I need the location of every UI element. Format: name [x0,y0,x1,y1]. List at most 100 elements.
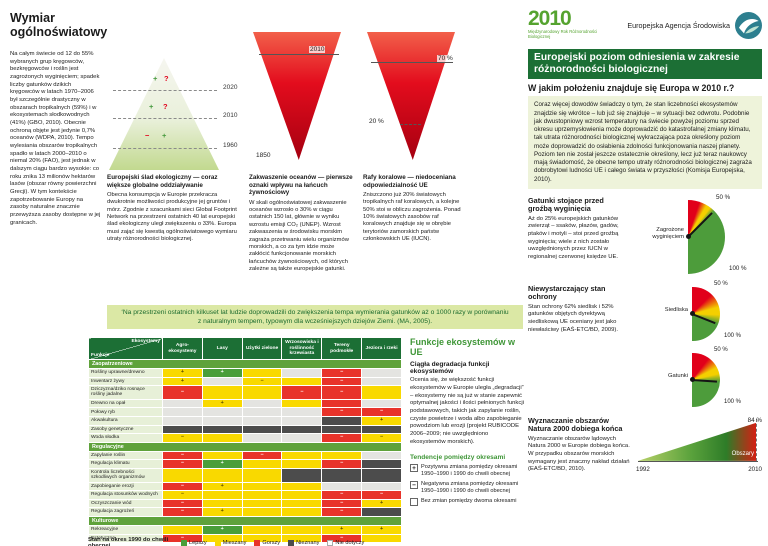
state-cell: − [361,490,402,500]
eea-logo-icon [735,12,762,39]
legend-item: Lepszy [181,540,207,546]
state-cell [241,459,283,469]
coral-reefs-block: 70 % 20 % Rafy koralowe — niedoceniana o… [363,12,465,244]
function-label: Oczyszczanie wód [88,498,163,509]
state-cell [162,424,203,435]
state-cell: − [361,433,402,443]
state-cell [281,498,323,509]
table-row: Kontrola liczebności szkodliwych organiz… [88,467,402,483]
legend-item: Nieznany [288,540,319,546]
iyb-2010-logo-caption: Międzynarodowy Rok Różnorodności Biologi… [528,28,598,39]
gauge-needle-icon [691,378,718,383]
footprint-symbol: + [149,102,154,111]
state-cell [162,467,203,483]
trend-legend-items: + Pozytywna zmiana pomiędzy okresami 1950… [410,464,524,507]
natura-series-label: Obszary [731,450,754,457]
state-cell [241,467,283,483]
state-cell: + [361,498,402,509]
state-cell [201,385,243,400]
state-cell [241,415,283,426]
trend-label: Pozytywna zmiana pomiędzy okresami 1950–… [421,464,518,478]
table-row: Oczyszczanie wód − − + [88,498,402,509]
state-cell [281,507,323,517]
state-cell: + [162,376,203,387]
state-cell: + [201,398,243,409]
coral-funnel-shape [367,32,455,160]
footprint-level-line-2010 [113,118,217,119]
trend-symbol-icon: − [410,481,418,490]
legend-chip-icon [181,540,187,546]
table-row: Inwentarz żywy + − − [88,376,402,387]
state-cell: − [162,490,203,500]
state-cell [162,415,203,426]
conservation-body: Stan ochrony 62% siedlisk i 52% gatunków… [528,303,619,333]
ocean-label-2010: 2010 [309,46,326,53]
table-header-row: Ekosystemy Funkcje Agro-ekosystemy Lasy Użyt… [88,337,402,360]
state-cell [201,424,243,435]
trend-legend-title: Tendencje pomiędzy okresami [410,454,506,462]
state-cell: − [162,498,203,509]
table-row: Zasoby genetyczne [88,424,402,435]
state-cell [361,368,402,378]
agency-name: Europejska Agencja Środowiska [627,21,730,30]
trend-symbol-icon: + [410,464,418,473]
state-cell: + [201,507,243,517]
footprint-symbol: ? [164,74,169,83]
state-cell [281,433,323,443]
table-row: Rekreacyjne + + + [88,524,402,535]
table-row: Regulacja zagrożeń − + − [88,507,402,517]
state-cell [201,498,243,509]
state-cell [281,490,323,500]
ecosystem-table: Ekosystemy Funkcje Agro-ekosystemy Lasy Użyt… [88,337,402,544]
ocean-acidification-block: 2010 1850 Zakwaszenie oceanów — pierwsze… [249,12,353,274]
state-cell [201,407,243,417]
intro-paragraph: Coraz więcej dowodów świadczy o tym, że … [528,96,762,189]
section-label: Zaopatrzeniowe [88,359,402,369]
gauge-dial [689,286,720,341]
footprint-symbol: − [145,131,150,140]
page-title: Europejski poziom odniesienia w zakresie… [528,49,762,80]
state-cell: − [321,407,363,417]
functions-panel-body: Ocenia się, że większość funkcji ekosyst… [410,377,524,445]
state-cell: − [241,376,283,387]
state-cell [321,467,363,483]
state-cell [361,398,402,409]
state-cell [201,415,243,426]
gauge-tick-50: 50 % [714,280,728,287]
table-section-row: Regulacyjne [88,441,402,452]
natura-text: Wyznaczanie obszarów Natura 2000 dobiega… [528,416,636,474]
footprint-caption: Europejski ślad ekologiczny — coraz więk… [107,174,218,189]
state-cell [361,481,402,492]
state-cell [321,398,363,409]
state-cell [241,385,283,400]
function-label: Zasoby genetyczne [88,424,163,435]
footprint-body: Obecna konsumpcja w Europie przekracza d… [107,191,237,243]
table-row: Drewno na opał + [88,398,402,409]
trend-label: Negatywna zmiana pomiędzy okresami 1950–… [421,481,519,495]
natura-wedge-chart: 84 % Obszary 1992 2010 [636,417,762,473]
state-cell [361,424,402,435]
state-cell [281,368,323,378]
function-label: Rekreacyjne [88,524,163,535]
state-cell: − [321,507,363,517]
state-cell [281,459,323,469]
state-legend-title: Stan na okres 1990 do chwili obecnej [88,537,169,546]
state-cell: + [201,481,243,492]
coral-body: Zniszczono już 20% światowych tropikalny… [363,191,461,243]
state-cell [162,524,203,535]
state-cell [241,507,283,517]
state-cell [321,424,363,435]
function-label: Zapylanie roślin [88,450,163,461]
quote-banner: ‘Na przestrzeni ostatnich kilkuset lat l… [107,305,523,330]
state-cell [321,450,363,461]
footprint-symbol: + [153,74,158,83]
state-cell: + [201,459,243,469]
section-label: Regulacyjne [88,441,402,452]
natura-x-end: 2010 [748,465,762,473]
iyb-2010-logo-text: 2010 [528,7,572,30]
coral-funnel-chart: 70 % 20 % [363,12,465,172]
function-label: Dziczyzna/dziko rosnące rośliny jadalne [88,385,163,400]
natura-value-label: 84 % [747,416,762,424]
column-header: Agro-ekosystemy [162,337,203,360]
